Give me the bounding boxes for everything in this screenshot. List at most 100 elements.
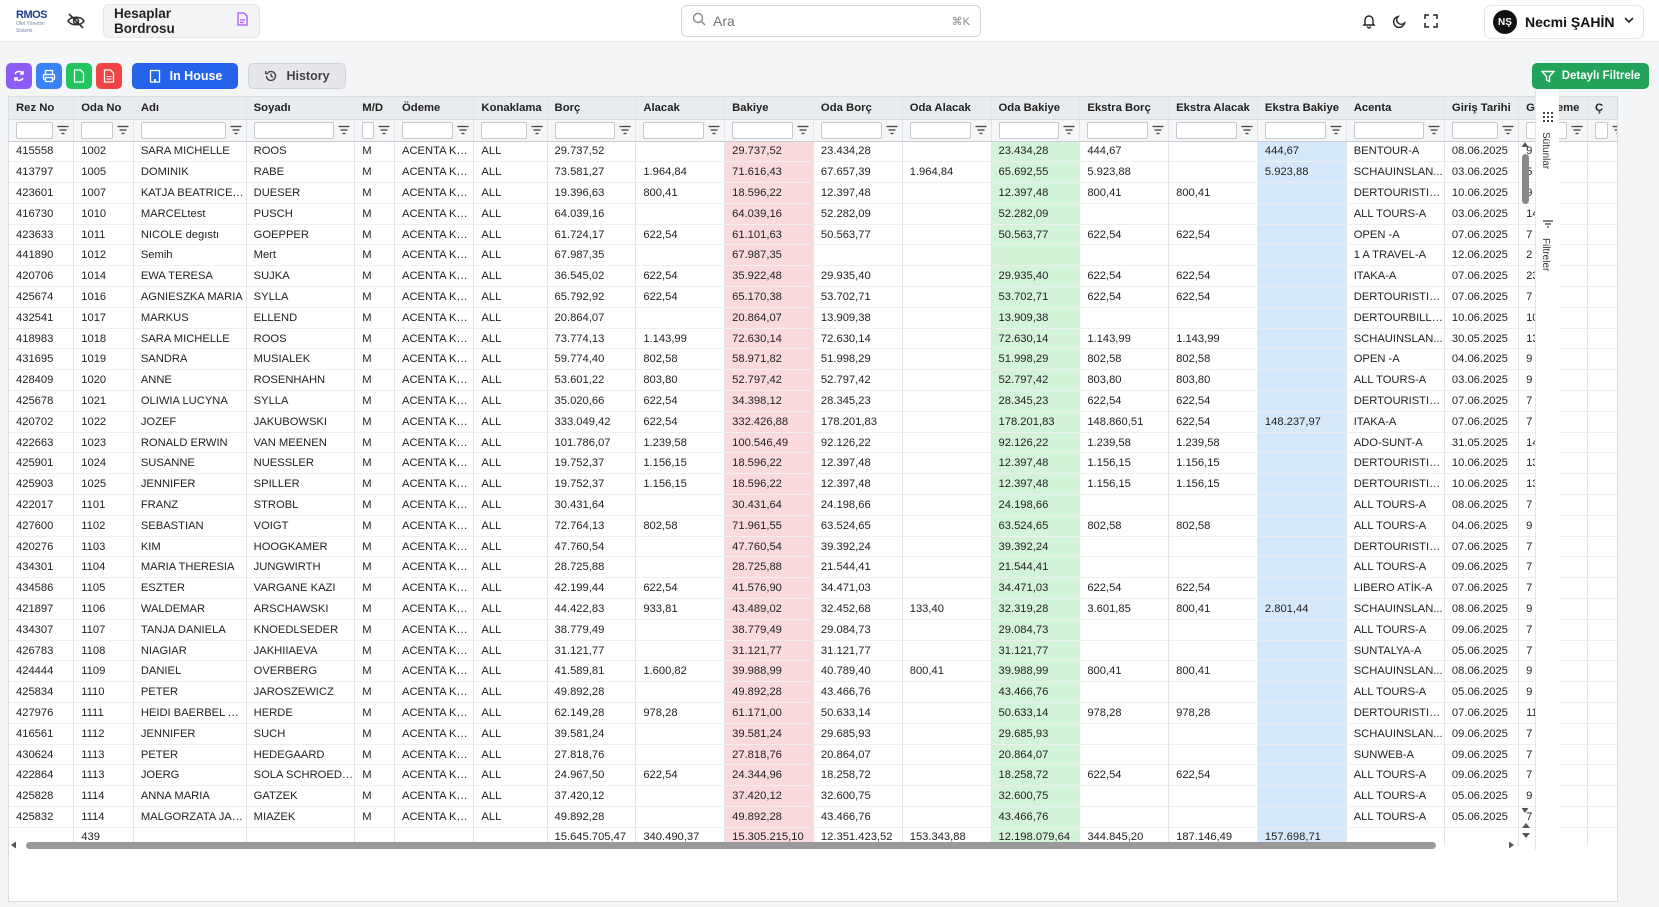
column-header[interactable]: Oda No	[73, 97, 134, 120]
column-filter-input[interactable]	[998, 121, 1060, 139]
table-row[interactable]: 425832 1114 MALGORZATA JAD... MIAZEK M ACENTA…	[9, 806, 1617, 828]
column-header[interactable]: Bakiye	[724, 97, 814, 120]
column-filter-input[interactable]	[402, 121, 454, 139]
table-row[interactable]: 427976 1111 HEIDI BAERBEL ALI... HERDE M ACEN…	[9, 702, 1617, 724]
filter-menu-icon[interactable]	[117, 125, 129, 135]
table-row[interactable]: 431695 1019 SANDRA MUSIALEK M ACENTA KR... ALL…	[9, 348, 1617, 371]
column-header[interactable]: Ekstra Alacak	[1168, 97, 1258, 120]
filter-menu-icon[interactable]	[378, 125, 390, 135]
filter-menu-icon[interactable]	[619, 125, 631, 135]
table-row[interactable]: 425828 1114 ANNA MARIA GATZEK M ACENTA KR... A…	[9, 785, 1617, 807]
table-row[interactable]: 434301 1104 MARIA THERESIA JUNGWIRTH M ACENTA…	[9, 556, 1617, 579]
column-filter-input[interactable]	[1451, 121, 1499, 139]
global-search[interactable]: ⌘K	[681, 5, 981, 37]
column-filter-input[interactable]	[481, 121, 527, 139]
column-header[interactable]: Adı	[133, 97, 247, 120]
table-row[interactable]: 413797 1005 DOMINIK RABE M ACENTA KR... ALL 73.…	[9, 161, 1617, 184]
table-row[interactable]: 425674 1016 AGNIESZKA MARIA SYLLA M ACENTA KR…	[9, 286, 1617, 308]
filter-menu-icon[interactable]	[1152, 125, 1164, 135]
column-filter-input[interactable]	[1176, 121, 1237, 139]
columns-panel-tab[interactable]: Sütunlar	[1540, 132, 1551, 170]
table-row[interactable]: 430624 1113 PETER HEDEGAARD M ACENTA KR... ALL…	[9, 744, 1617, 766]
in-house-button[interactable]: In House	[132, 63, 238, 89]
table-row[interactable]: 425834 1110 PETER JAROSZEWICZ M ACENTA KR... A…	[9, 681, 1617, 704]
table-row[interactable]: 425901 1024 SUSANNE NUESSLER M ACENTA KR... AL…	[9, 452, 1617, 475]
column-filter-input[interactable]	[1264, 121, 1326, 139]
column-header[interactable]: Oda Bakiye	[991, 97, 1081, 120]
filter-menu-icon[interactable]	[797, 125, 809, 135]
column-filter-input[interactable]	[81, 121, 113, 139]
table-row[interactable]: 434586 1105 ESZTER VARGANE KAZI M ACENTA KR..…	[9, 577, 1617, 600]
moon-icon[interactable]	[1389, 10, 1411, 32]
column-filter-input[interactable]	[1087, 121, 1149, 139]
table-row[interactable]: 424444 1109 DANIEL OVERBERG M ACENTA KR... ALL…	[9, 660, 1617, 683]
table-row[interactable]: 425903 1025 JENNIFER SPILLER M ACENTA KR... AL…	[9, 473, 1617, 496]
table-row[interactable]: 427600 1102 SEBASTIAN VOIGT M ACENTA KR... ALL…	[9, 515, 1617, 537]
filter-lines-icon[interactable]	[1543, 220, 1553, 228]
filter-menu-icon[interactable]	[1571, 125, 1583, 135]
table-row[interactable]: 426783 1108 NIAGIAR JAKHIIAEVA M ACENTA KR...…	[9, 640, 1617, 662]
horizontal-scrollbar[interactable]	[8, 839, 1518, 851]
detailed-filter-button[interactable]: Detaylı Filtrele	[1532, 63, 1649, 89]
column-header[interactable]: Ç	[1587, 97, 1617, 120]
table-row[interactable]: 420276 1103 KIM HOOGKAMER M ACENTA KR... ALL 47…	[9, 536, 1617, 558]
filter-menu-icon[interactable]	[1241, 125, 1253, 135]
column-header[interactable]: Borç	[547, 97, 637, 120]
table-row[interactable]: 432541 1017 MARKUS ELLEND M ACENTA KR... ALL 20…	[9, 307, 1617, 329]
filter-menu-icon[interactable]	[57, 125, 69, 135]
table-row[interactable]: 425678 1021 OLIWIA LUCYNA SYLLA M ACENTA KR..…	[9, 390, 1617, 412]
table-row[interactable]: 428409 1020 ANNE ROSENHAHN M ACENTA KR... ALL 5…	[9, 369, 1617, 392]
column-filter-input[interactable]	[253, 121, 335, 139]
filter-menu-icon[interactable]	[1063, 125, 1075, 135]
column-filter-input[interactable]	[820, 121, 882, 139]
column-header[interactable]: Oda Borç	[813, 97, 903, 120]
export-pdf-button[interactable]	[96, 63, 122, 89]
table-row[interactable]: 416561 1112 JENNIFER SUCH M ACENTA KR... ALL 39…	[9, 723, 1617, 745]
scroll-arrows-icon[interactable]	[1520, 820, 1532, 842]
column-header[interactable]: Soyadı	[246, 97, 356, 120]
column-header[interactable]: Giriş Tarihi	[1444, 97, 1520, 120]
rmos-logo[interactable]: RMOS Otel Yönetim Sistemi	[16, 9, 48, 35]
table-row[interactable]: 423601 1007 KATJA BEATRICE E... DUESER M ACEN…	[9, 182, 1617, 204]
table-row[interactable]: 418983 1018 SARA MICHELLE ROOS M ACENTA KR...…	[9, 328, 1617, 350]
table-row[interactable]: 441890 1012 Semih Mert M ACENTA KR... ALL 67.98…	[9, 244, 1617, 267]
column-filter-input[interactable]	[16, 121, 54, 139]
filter-menu-icon[interactable]	[1330, 125, 1342, 135]
column-filter-input[interactable]	[140, 121, 226, 139]
filter-menu-icon[interactable]	[457, 125, 469, 135]
refresh-button[interactable]	[6, 63, 32, 89]
column-filter-input[interactable]	[554, 121, 616, 139]
column-filter-input[interactable]	[1353, 121, 1424, 139]
filter-menu-icon[interactable]	[338, 125, 350, 135]
table-row[interactable]: 423633 1011 NICOLE degıstı GOEPPER M ACENTA K…	[9, 224, 1617, 246]
filter-menu-icon[interactable]	[230, 125, 242, 135]
vertical-scrollbar-thumb[interactable]	[1522, 154, 1529, 204]
filter-menu-icon[interactable]	[1428, 125, 1440, 135]
filter-menu-icon[interactable]	[531, 125, 543, 135]
column-header[interactable]: Oda Alacak	[902, 97, 992, 120]
table-row[interactable]: 434307 1107 TANJA DANIELA KNOEDLSEDER M ACENT…	[9, 619, 1617, 641]
column-header[interactable]: Alacak	[635, 97, 726, 120]
column-header[interactable]: Ekstra Borç	[1079, 97, 1170, 120]
column-filter-input[interactable]	[1595, 121, 1608, 139]
fullscreen-icon[interactable]	[1420, 10, 1442, 32]
vertical-scrollbar[interactable]	[1520, 140, 1530, 840]
filters-panel-tab[interactable]: Filtreler	[1540, 238, 1551, 272]
bell-icon[interactable]	[1358, 10, 1380, 32]
table-row[interactable]: 415558 1002 SARA MICHELLE ROOS M ACENTA KR...…	[9, 141, 1617, 163]
filter-menu-icon[interactable]	[1502, 125, 1514, 135]
history-button[interactable]: History	[248, 63, 346, 89]
filter-menu-icon[interactable]	[708, 125, 720, 135]
eye-off-icon[interactable]	[66, 11, 88, 31]
user-menu[interactable]: NŞ Necmi ŞAHİN	[1484, 5, 1644, 39]
horizontal-scrollbar-thumb[interactable]	[26, 842, 1436, 849]
filter-menu-icon[interactable]	[975, 125, 987, 135]
column-header[interactable]: Konaklama	[473, 97, 548, 120]
table-row[interactable]: 420706 1014 EWA TERESA SUJKA M ACENTA KR... AL…	[9, 265, 1617, 288]
column-header[interactable]: Rez No	[9, 97, 75, 120]
column-header[interactable]: M/D	[354, 97, 395, 120]
column-filter-input[interactable]	[909, 121, 971, 139]
filter-menu-icon[interactable]	[886, 125, 898, 135]
table-row[interactable]: 422864 1113 JOERG SOLA SCHROEDER M ACENTA KR.…	[9, 764, 1617, 787]
table-row[interactable]: 416730 1010 MARCELtest PUSCH M ACENTA KR... AL…	[9, 203, 1617, 225]
